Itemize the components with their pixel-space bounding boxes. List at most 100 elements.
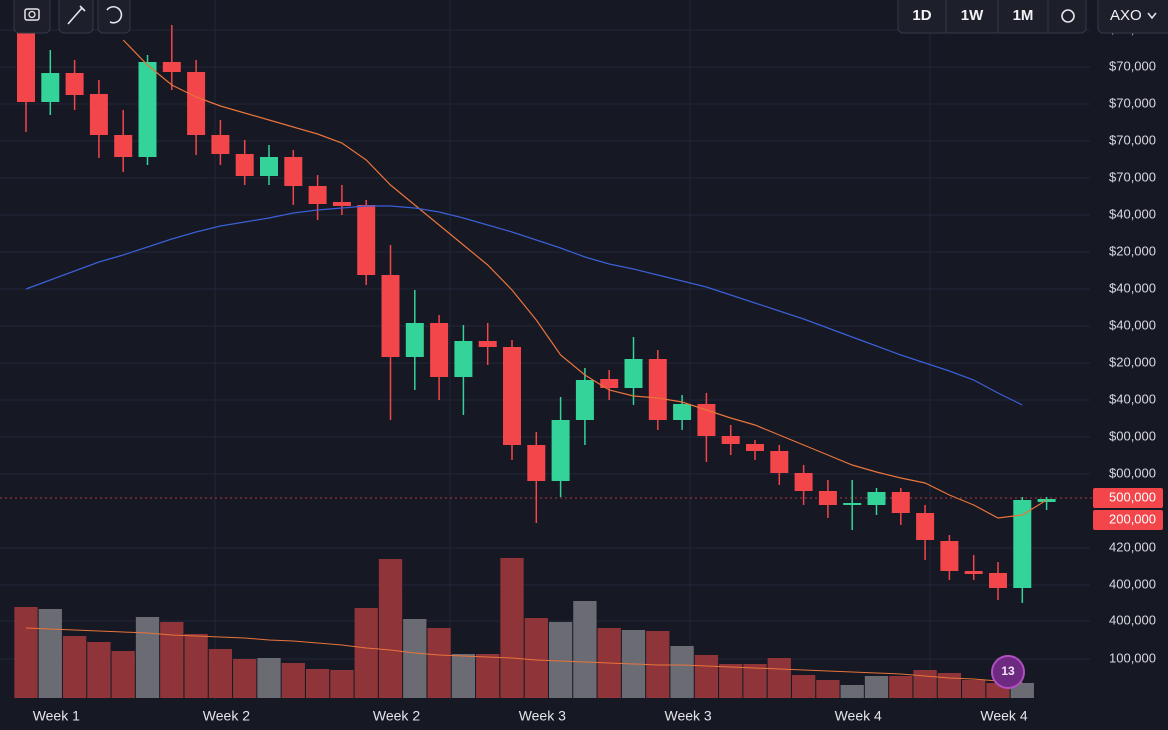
candle-body [114, 135, 133, 157]
draw-button[interactable] [58, 0, 94, 34]
volume-bar [864, 676, 889, 698]
toolbar-right: 1D 1W 1M AXO [897, 0, 1168, 34]
settings-icon[interactable] [1061, 9, 1075, 23]
candle-body [162, 62, 181, 72]
x-tick-label: Week 4 [835, 708, 882, 724]
y2-tick-label: 400,000 [1109, 576, 1156, 591]
moving-average-line [25, 205, 1023, 406]
y-tick-label: $40,000 [1109, 206, 1156, 221]
volume-bar [524, 618, 548, 698]
interval-button[interactable]: 1M [1013, 7, 1034, 24]
volume-bar [889, 676, 913, 698]
x-tick-label: Week 1 [33, 708, 80, 724]
volume-bar [38, 609, 62, 698]
y-tick-label: $70,000 [1109, 58, 1156, 73]
volume-bar [111, 651, 135, 698]
candle-body [575, 380, 594, 420]
camera-icon [24, 8, 40, 21]
volume-bar [378, 559, 403, 698]
y-tick-label: $00,000 [1109, 465, 1156, 480]
volume-bar [305, 669, 330, 698]
badge[interactable] [991, 655, 1025, 689]
candle-body [624, 359, 643, 388]
volume-bar [330, 670, 354, 698]
candle-body [260, 157, 278, 176]
volume-bar [962, 680, 986, 698]
y-tick-label: $70,000 [1109, 132, 1156, 147]
volume-bar [233, 659, 257, 698]
volume-bar [281, 663, 305, 698]
volume-bar [719, 664, 743, 698]
candle-body [381, 275, 400, 357]
x-tick-label: Week 2 [373, 708, 420, 724]
volume-bar [694, 655, 719, 698]
volume-bar [403, 619, 427, 698]
candle-body [940, 541, 959, 571]
candle-body [891, 492, 910, 513]
candle-body [794, 473, 813, 491]
y-tick-label: $00,000 [1109, 428, 1156, 443]
screenshot-button[interactable] [13, 0, 51, 34]
candle-body [89, 94, 108, 135]
candle-body [357, 205, 376, 275]
volume-bar [743, 664, 767, 698]
candle-body [430, 323, 449, 377]
y-tick-label: $20,000 [1109, 354, 1156, 369]
candle-body [235, 154, 254, 176]
candle-body [916, 513, 935, 540]
y-tick-label: $70,000 [1109, 95, 1156, 110]
interval-button[interactable]: 1D [912, 7, 931, 24]
volume-bar [767, 658, 791, 698]
volume-bar [451, 654, 476, 698]
volume-bar [500, 558, 524, 698]
volume-bar [913, 670, 937, 698]
x-tick-label: Week 4 [980, 708, 1027, 724]
candle-body [551, 420, 570, 481]
camera-icon [28, 10, 36, 19]
candle-body [697, 404, 716, 436]
candle-body [308, 186, 327, 204]
dropdown-caret [1147, 12, 1157, 20]
candle-body [964, 571, 983, 574]
candle-body [600, 379, 619, 388]
x-tick-label: Week 2 [203, 708, 250, 724]
toolbar-left [13, 0, 131, 34]
candle-body [284, 157, 303, 186]
volume-bar [257, 658, 281, 698]
volume-bar [62, 636, 87, 698]
y-tick-label: $40,000 [1109, 317, 1156, 332]
undo-button[interactable] [97, 0, 131, 34]
volume-bar [573, 601, 597, 698]
badge-label: 13 [1001, 664, 1015, 678]
candle-body [843, 503, 862, 505]
volume-bar [427, 628, 451, 698]
candle-body [503, 347, 521, 445]
price-tag-label: 500,000 [1109, 489, 1156, 504]
interval-button[interactable]: 1W [961, 7, 984, 24]
candle-body [746, 444, 764, 451]
volume-bar [476, 654, 500, 698]
volume-bar [354, 608, 378, 698]
pen-icon [67, 5, 86, 25]
candle-body [187, 72, 206, 135]
y2-tick-label: 100,000 [1109, 650, 1156, 665]
symbol-button[interactable] [1097, 0, 1168, 34]
candle-body [405, 323, 424, 357]
candle-body [41, 73, 60, 102]
candle-body [673, 404, 692, 420]
y2-tick-label: 420,000 [1109, 539, 1156, 554]
candle-body [721, 436, 740, 444]
volume-bar [816, 680, 840, 698]
volume-bar [670, 646, 694, 698]
volume-bar [840, 685, 864, 698]
y-tick-label: $40,000 [1109, 280, 1156, 295]
y-tick-label: $20,000 [1109, 243, 1156, 258]
volume-bar [937, 673, 962, 698]
undo-icon [106, 5, 123, 24]
y-tick-label: $40,000 [1109, 391, 1156, 406]
candle-body [138, 62, 157, 157]
vertical-grid [214, 0, 931, 700]
candle-body [1013, 500, 1032, 588]
candle-body [770, 451, 789, 473]
